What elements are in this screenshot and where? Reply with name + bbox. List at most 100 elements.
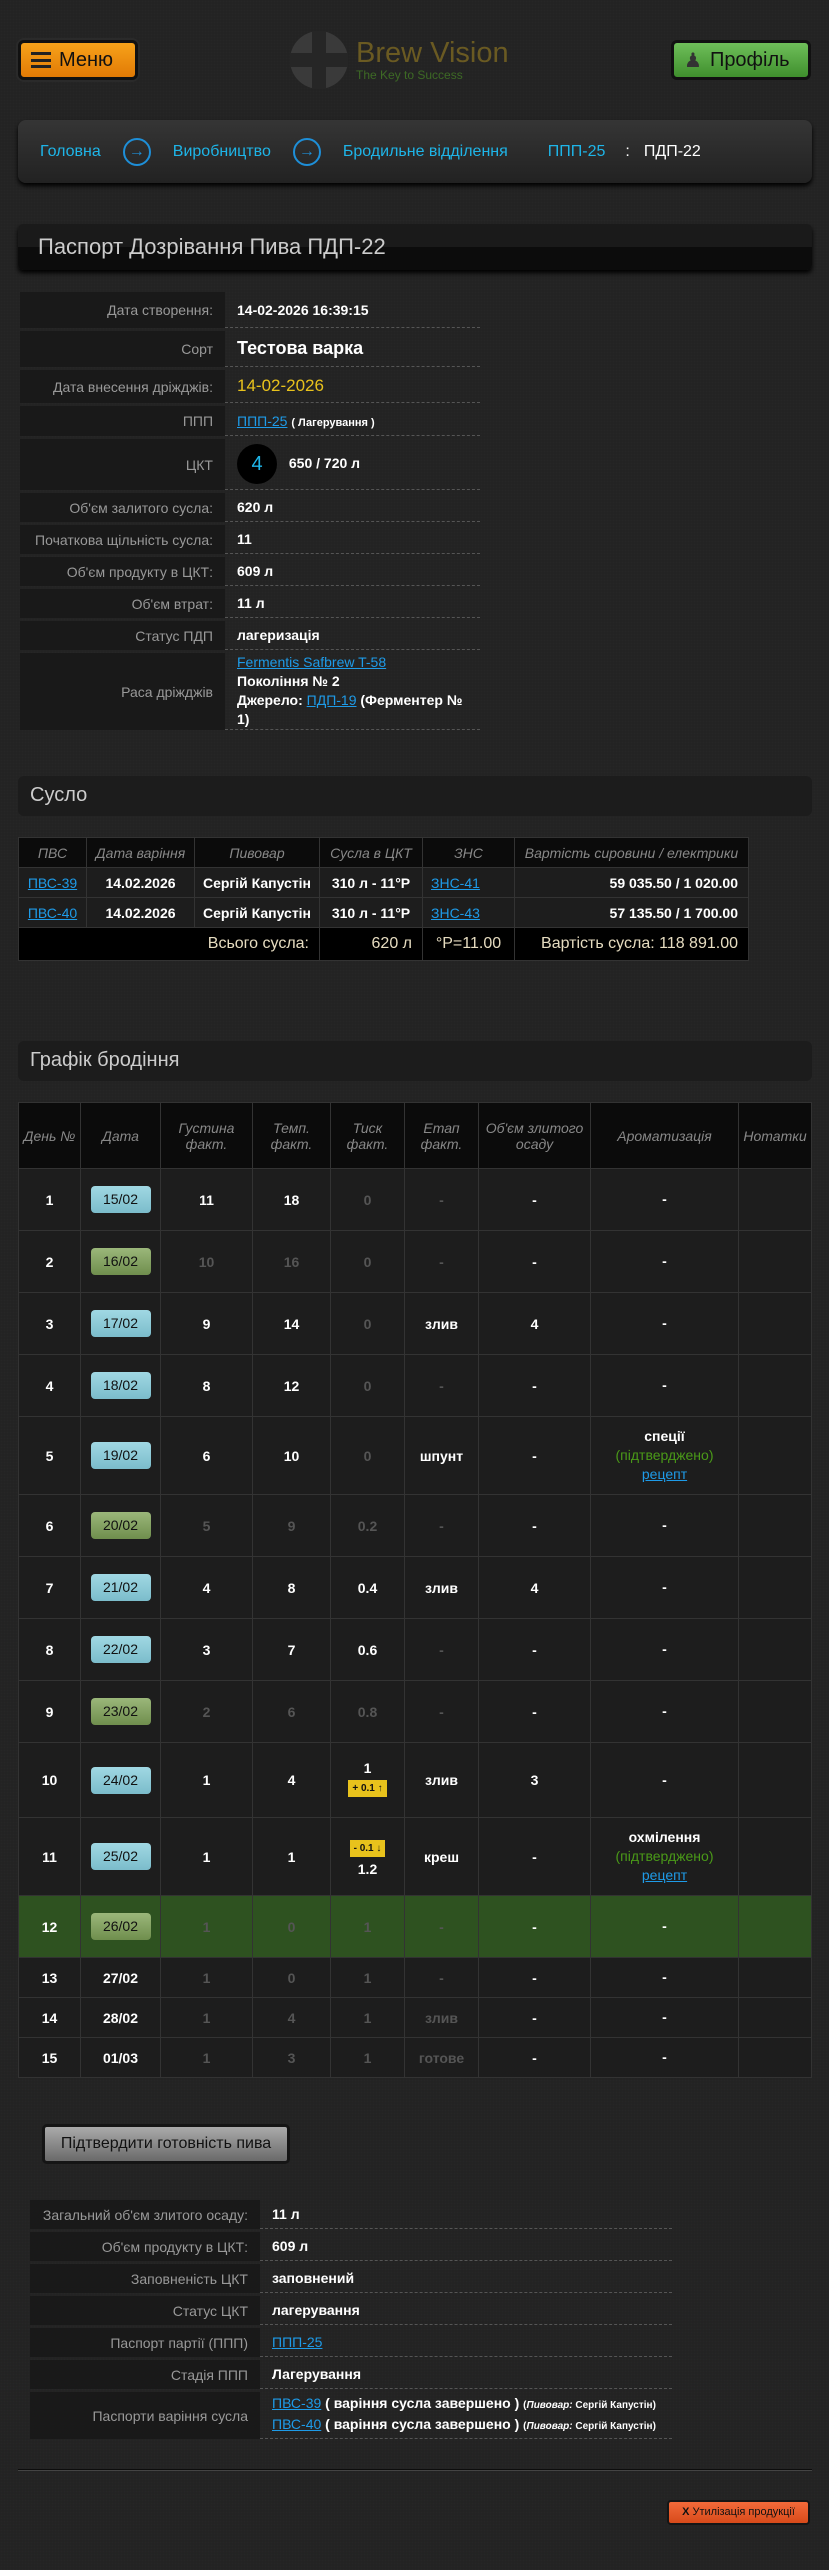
dispose-product-button[interactable]: X Утилізація продукції [667,2500,810,2525]
pvs-link[interactable]: ПВС-40 [272,2416,322,2432]
date-badge[interactable]: 26/02 [90,1913,151,1940]
temp-cell: 9 [252,1494,331,1557]
status-label: Статус ПДП [20,621,225,650]
date-badge[interactable]: 23/02 [90,1698,151,1725]
density-value: 1 [202,1969,211,1986]
pvs-link[interactable]: ПВС-39 [272,2395,322,2411]
recipe-link[interactable]: рецепт [641,1466,688,1482]
temp-value: 4 [287,1772,296,1788]
density-cell: 1 [160,1817,253,1896]
temp-cell: 10 [252,1416,331,1495]
pressure-cell: 0.6 [330,1618,405,1681]
col-cost: Вартість сировини / електрики [514,837,749,868]
stage-cell: - [404,1618,479,1681]
yeast-label: Раса дріжджів [20,653,225,730]
aroma-value: - [662,1253,667,1269]
date-badge[interactable]: 18/02 [90,1372,151,1399]
density-value: 8 [202,1377,211,1394]
breadcrumb-production[interactable]: Виробництво [172,142,271,160]
aroma-value: - [662,1377,667,1393]
breadcrumb-ppp[interactable]: ППП-25 [547,142,606,160]
arrow-right-icon: → [292,137,321,166]
date-badge[interactable]: 22/02 [90,1636,151,1663]
notes-cell [738,1618,812,1681]
temp-cell: 18 [252,1168,331,1231]
day-number: 9 [45,1703,54,1720]
temp-value: 12 [283,1377,300,1394]
stage-value: готове [418,2049,465,2066]
pressure-change-badge: - 0.1 ↓ [349,1840,386,1857]
date-badge[interactable]: 19/02 [90,1442,151,1469]
ppp-link[interactable]: ППП-25 [237,412,288,429]
aroma-value: - [662,1191,667,1207]
ckt-status-label: Статус ЦКТ [30,2296,260,2325]
date-badge[interactable]: 20/02 [90,1512,151,1539]
temp-cell: 16 [252,1230,331,1293]
sediment-cell: - [478,1168,591,1231]
pressure-value: 0 [363,1253,372,1270]
fermentation-row: 10 24/02 1 4 1 + 0.1 ↑ злив 3 - [18,1742,812,1818]
fermentation-row: 13 27/02 1 0 1 - - - [18,1957,812,1998]
day-cell: 2 [18,1230,81,1293]
aroma-value: - [662,2009,667,2025]
breadcrumb-fermentation-dept[interactable]: Бродильне відділення [342,142,508,160]
sort-value: Тестова варка [225,331,480,367]
pvs-link[interactable]: ПВС-39 [27,874,78,891]
day-number: 14 [41,2009,58,2026]
date-badge[interactable]: 24/02 [90,1766,151,1794]
date-badge[interactable]: 17/02 [90,1310,151,1337]
breadcrumb-home[interactable]: Головна [40,142,101,160]
source-link[interactable]: ПДП-19 [306,692,357,708]
notes-cell [738,1354,812,1417]
arrow-right-icon: → [122,137,151,166]
fill-label: Заповненість ЦКТ [30,2264,260,2293]
brew-date: 14.02.2026 [86,867,195,898]
sediment-cell: - [478,1895,591,1958]
aroma-cell: - [590,1494,739,1557]
status-value: лагеризація [225,621,480,650]
ckt-number-badge[interactable]: 4 [237,444,277,484]
stage-value: злив [425,1772,458,1788]
date-badge[interactable]: 16/02 [90,1248,151,1275]
sediment-cell: - [478,1997,591,2038]
pvs-link[interactable]: ПВС-40 [27,904,78,921]
date-badge[interactable]: 15/02 [90,1186,151,1213]
menu-button[interactable]: Меню [18,40,138,80]
stage-value: - [439,1377,444,1394]
stage-cell: - [404,1680,479,1743]
stage-value: креш [423,1848,459,1865]
recipe-link[interactable]: рецепт [641,1867,688,1883]
batch-link[interactable]: ППП-25 [272,2334,323,2350]
stage-label: Стадія ППП [30,2360,260,2389]
logo-tagline: The Key to Success [356,68,463,82]
confirm-readiness-button[interactable]: Підтвердити готовність пива [42,2124,290,2164]
aroma-value: - [662,1641,667,1657]
aroma-cell: - [590,2037,739,2078]
wort-volume-value: 620 л [225,493,480,522]
day-number: 8 [45,1641,54,1658]
pressure-cell: 0 [330,1416,405,1495]
pressure-cell: 1 [330,1895,405,1958]
sediment-value: 4 [530,1579,539,1596]
density-cell: 3 [160,1618,253,1681]
stage-value: - [439,1918,444,1935]
date-cell: 17/02 [80,1292,161,1355]
col-aroma: Ароматизація [590,1102,739,1169]
logo[interactable]: Brew Vision The Key to Success [290,30,520,90]
profile-button[interactable]: ♟ Профіль [671,40,811,80]
yeast-link[interactable]: Fermentis Safbrew T-58 [237,654,387,670]
aroma-value: - [662,1969,667,1985]
date-cell: 21/02 [80,1556,161,1619]
col-date: Дата [80,1102,161,1169]
pressure-cell: 1 [330,1997,405,2038]
col-brewer: Пивовар [194,837,320,868]
stage-cell: шпунт [404,1416,479,1495]
pressure-cell: - 0.1 ↓ 1.2 [330,1817,405,1896]
notes-cell [738,1817,812,1896]
aroma-value: - [662,2049,667,2065]
stage-value: злив [425,1579,458,1596]
zns-link[interactable]: ЗНС-41 [431,874,480,891]
zns-link[interactable]: ЗНС-43 [431,904,480,921]
date-badge[interactable]: 21/02 [90,1574,151,1601]
date-badge[interactable]: 25/02 [90,1843,151,1870]
